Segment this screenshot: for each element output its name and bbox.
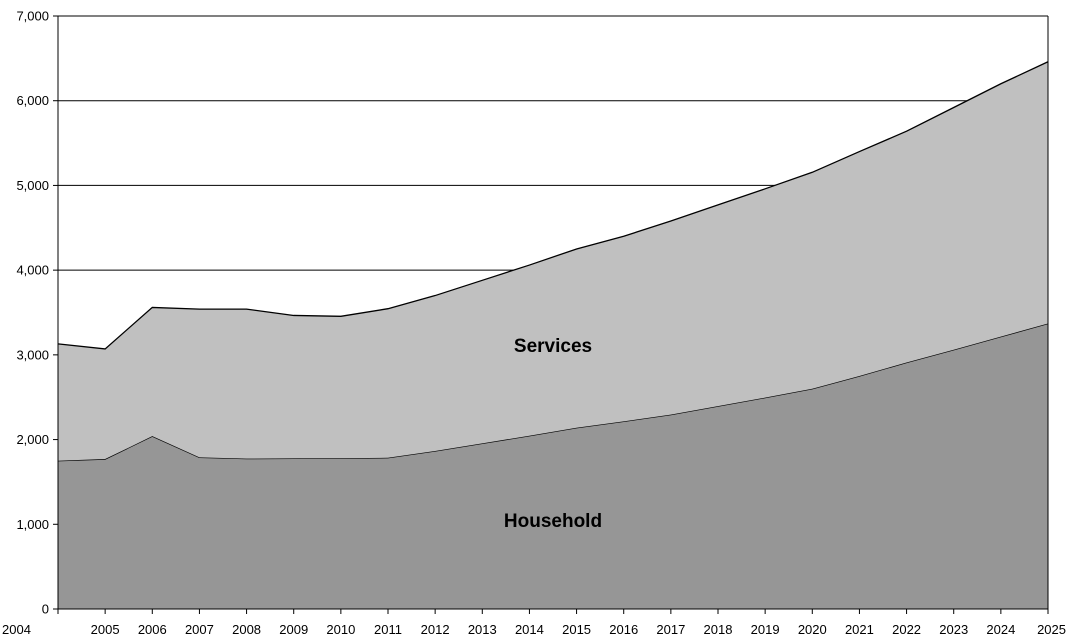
x-tick-label: 2006 [138, 622, 167, 637]
y-tick-label: 5,000 [16, 178, 49, 193]
x-tick-label: 2005 [91, 622, 120, 637]
x-tick-label: 2025 [1037, 622, 1066, 637]
y-tick-label: 6,000 [16, 93, 49, 108]
x-tick-label: 2017 [656, 622, 685, 637]
x-tick-label: 2014 [515, 622, 544, 637]
x-tick-label: 2009 [279, 622, 308, 637]
x-tick-label: 2016 [609, 622, 638, 637]
x-tick-label: 2024 [986, 622, 1015, 637]
x-tick-label: 2007 [185, 622, 214, 637]
y-tick-labels: 0 1,000 2,000 3,000 4,000 5,000 6,000 7,000 [16, 9, 49, 617]
x-tick-label: 2020 [798, 622, 827, 637]
x-tick-label: 2023 [939, 622, 968, 637]
x-tick-label: 2013 [468, 622, 497, 637]
axes [53, 15, 1049, 614]
x-tick-label: 2008 [232, 622, 261, 637]
y-tick-label: 2,000 [16, 432, 49, 447]
x-tick-label: 2019 [751, 622, 780, 637]
x-tick-label: 2010 [326, 622, 355, 637]
area-household [58, 323, 1048, 609]
x-tick-label: 2004 [2, 622, 31, 637]
series-label-services: Services [514, 336, 592, 357]
area-layers [57, 61, 1049, 609]
y-tick-label: 0 [42, 602, 49, 617]
y-tick-label: 3,000 [16, 347, 49, 362]
area-top-line-services [57, 61, 1049, 350]
x-tick-label: 2018 [704, 622, 733, 637]
area-services [58, 61, 1048, 461]
x-tick-label: 2021 [845, 622, 874, 637]
x-tick-labels: 2004 2005 2006 2007 2008 2009 2010 2011 2012 2013… [2, 622, 1066, 637]
y-tick-label: 4,000 [16, 263, 49, 278]
y-tick-label: 7,000 [16, 9, 49, 24]
series-label-household: Household [504, 511, 602, 532]
x-tick-label: 2022 [892, 622, 921, 637]
x-tick-label: 2012 [421, 622, 450, 637]
x-tick-label: 2011 [374, 622, 402, 637]
y-tick-label: 1,000 [16, 517, 49, 532]
x-tick-label: 2015 [562, 622, 591, 637]
